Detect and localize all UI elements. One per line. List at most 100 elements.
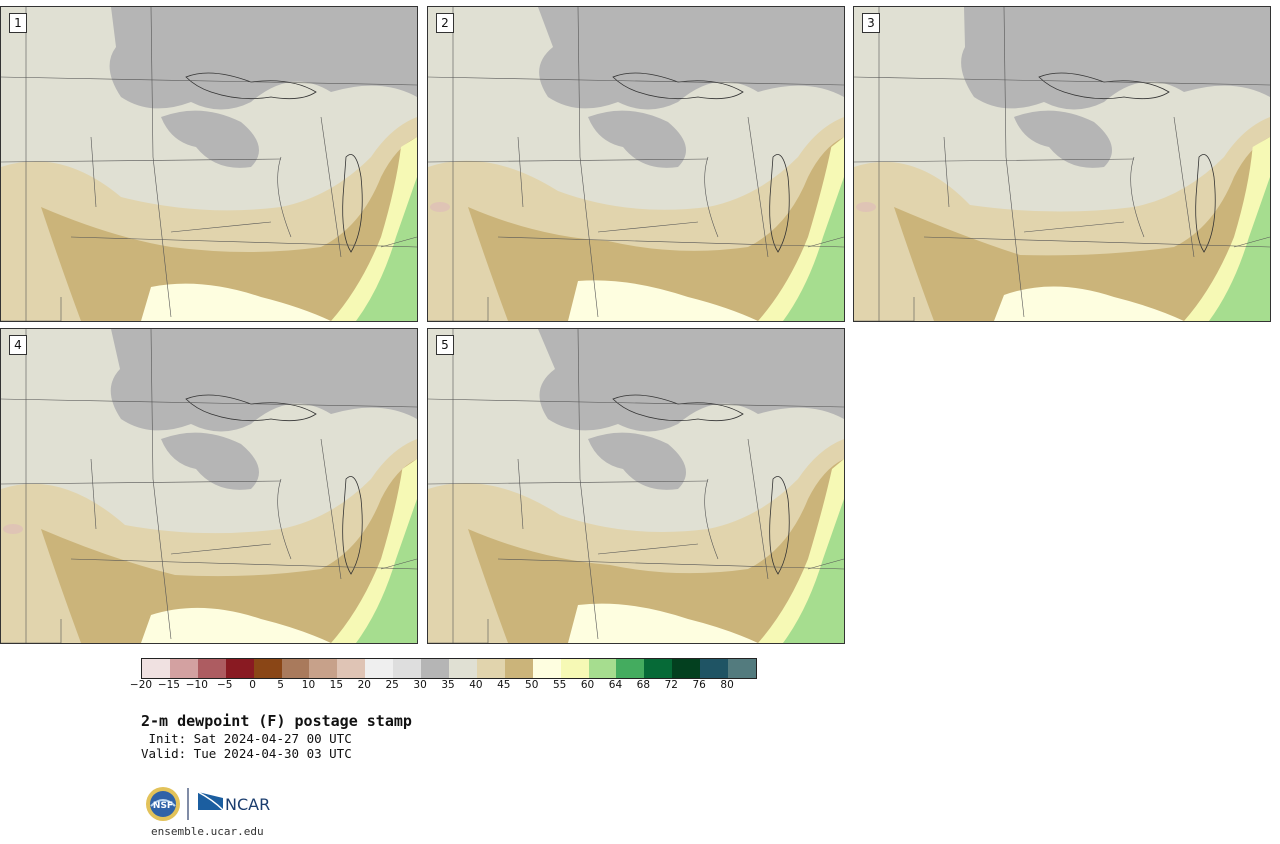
humid-region bbox=[568, 603, 758, 643]
colorbar-swatch bbox=[225, 659, 254, 678]
website-url: ensemble.ucar.edu bbox=[151, 825, 264, 838]
state-boundary bbox=[1, 297, 62, 321]
init-time: Init: Sat 2024-04-27 00 UTC bbox=[141, 731, 352, 746]
state-boundary bbox=[170, 543, 272, 555]
lake-outline bbox=[342, 476, 363, 575]
lake-outline bbox=[769, 154, 790, 253]
dry-patch bbox=[856, 202, 876, 212]
state-boundary bbox=[70, 236, 417, 248]
state-boundary bbox=[380, 236, 417, 248]
state-boundary bbox=[597, 221, 699, 233]
colorbar-tick-label: −10 bbox=[185, 679, 208, 691]
lake-outline bbox=[769, 476, 790, 575]
humid-region bbox=[141, 283, 331, 321]
dry-air-region bbox=[538, 7, 844, 110]
nsf-logo-icon: NSF bbox=[146, 787, 180, 821]
state-boundary bbox=[1023, 221, 1125, 233]
colorbar-swatch bbox=[169, 659, 198, 678]
state-boundary bbox=[497, 236, 844, 248]
colorbar-ticks: −20 −15 −10 −5 0 5 10 15 20 25 30 35 40 45 50 55 60 64 68 7… bbox=[130, 679, 755, 693]
humid-region bbox=[356, 177, 417, 321]
stamp-panel: 2 bbox=[427, 6, 845, 322]
colorbar-tick-label: −5 bbox=[216, 679, 233, 691]
lake-outline bbox=[612, 394, 744, 422]
state-boundary bbox=[517, 458, 524, 530]
lake-outline bbox=[342, 154, 363, 253]
state-boundary bbox=[428, 398, 844, 408]
state-boundary bbox=[380, 558, 417, 570]
state-boundary bbox=[704, 478, 719, 560]
state-boundary bbox=[854, 76, 1270, 86]
panel-number: 1 bbox=[9, 13, 27, 33]
dry-air-region bbox=[961, 7, 1270, 110]
colorbar-tick-label: 15 bbox=[329, 679, 344, 691]
state-boundary bbox=[517, 136, 524, 208]
humid-region bbox=[994, 286, 1184, 321]
colorbar-swatch bbox=[476, 659, 505, 678]
dewpoint-map bbox=[1, 7, 417, 321]
dry-air-region bbox=[1014, 110, 1112, 168]
state-boundary bbox=[577, 329, 599, 640]
moist-band-region bbox=[468, 137, 844, 321]
state-boundary bbox=[1003, 7, 1025, 318]
dewpoint-map bbox=[854, 7, 1270, 321]
dewpoint-map bbox=[428, 329, 844, 643]
lake-outline bbox=[1195, 154, 1216, 253]
stamp-panel: 5 bbox=[427, 328, 845, 644]
state-boundary bbox=[428, 297, 489, 321]
stamp-panel: 4 bbox=[0, 328, 418, 644]
state-boundary bbox=[1130, 156, 1145, 238]
lake-outline bbox=[185, 72, 317, 100]
state-boundary bbox=[277, 478, 292, 560]
colorbar-tick-label: 0 bbox=[249, 679, 256, 691]
state-boundary bbox=[1, 76, 417, 86]
colorbar-swatch bbox=[337, 659, 366, 678]
panel-number: 4 bbox=[9, 335, 27, 355]
lake-outline bbox=[185, 394, 317, 422]
humid-region bbox=[141, 607, 331, 643]
colorbar-tick-label: 64 bbox=[608, 679, 623, 691]
humid-region bbox=[783, 499, 844, 643]
colorbar-tick-label: 25 bbox=[385, 679, 399, 691]
state-boundary bbox=[923, 236, 1270, 248]
lake-outline bbox=[612, 72, 744, 100]
colorbar-tick-label: 76 bbox=[692, 679, 706, 691]
colorbar-swatch bbox=[197, 659, 226, 678]
state-boundary bbox=[320, 438, 342, 580]
state-boundary bbox=[747, 438, 769, 580]
dry-patch bbox=[430, 202, 450, 212]
moist-band-region bbox=[41, 459, 417, 643]
humid-region bbox=[356, 499, 417, 643]
dry-air-region bbox=[161, 110, 259, 168]
humid-region bbox=[568, 280, 758, 321]
dry-air-region bbox=[161, 432, 259, 490]
colorbar-tick-label: 35 bbox=[441, 679, 455, 691]
state-boundary bbox=[1233, 236, 1270, 248]
logos: NSF NCAR bbox=[146, 787, 270, 821]
state-boundary bbox=[854, 297, 915, 321]
state-boundary bbox=[90, 136, 97, 208]
state-boundary bbox=[807, 558, 844, 570]
colorbar-swatch bbox=[700, 659, 729, 678]
state-boundary bbox=[1173, 116, 1195, 258]
state-boundary bbox=[170, 221, 272, 233]
moist-band-region bbox=[894, 137, 1270, 321]
panel-number: 5 bbox=[436, 335, 454, 355]
state-boundary bbox=[428, 619, 489, 643]
dry-air-region bbox=[588, 110, 686, 168]
humid-region bbox=[1209, 177, 1270, 321]
state-boundary bbox=[277, 156, 292, 238]
colorbar-swatch bbox=[504, 659, 533, 678]
colorbar-swatch bbox=[672, 659, 701, 678]
colorbar-swatch bbox=[142, 659, 170, 678]
state-boundary bbox=[854, 158, 1135, 163]
panel-number: 3 bbox=[862, 13, 880, 33]
colorbar-tick-label: 68 bbox=[636, 679, 651, 691]
ncar-logo-text: NCAR bbox=[225, 795, 270, 814]
colorbar-swatch bbox=[560, 659, 589, 678]
state-boundary bbox=[704, 156, 719, 238]
dewpoint-map bbox=[1, 329, 417, 643]
colorbar-tick-label: 45 bbox=[497, 679, 511, 691]
ncar-logo-icon: NCAR bbox=[197, 791, 270, 814]
state-boundary bbox=[90, 458, 97, 530]
